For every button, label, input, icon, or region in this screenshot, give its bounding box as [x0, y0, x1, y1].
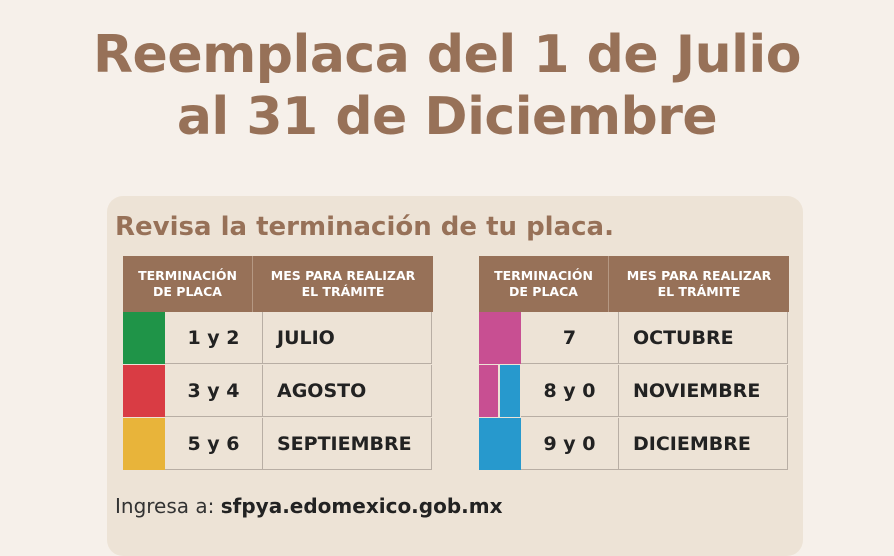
color-swatch	[500, 365, 520, 417]
plate-schedule-table-left: TERMINACIÓN DE PLACA MES PARA REALIZAR E…	[123, 256, 433, 472]
footer-prefix: Ingresa a:	[115, 494, 215, 518]
plate-digits: 5 y 6	[165, 418, 263, 470]
month-name: AGOSTO	[263, 365, 432, 417]
plate-digits: 8 y 0	[521, 365, 619, 417]
header-plate-ending: TERMINACIÓN DE PLACA	[123, 256, 252, 312]
color-swatch	[479, 312, 521, 364]
table-row: 3 y 4 AGOSTO	[123, 365, 432, 417]
header-month: MES PARA REALIZAR EL TRÁMITE	[252, 256, 433, 312]
month-name: NOVIEMBRE	[619, 365, 788, 417]
website-link[interactable]: sfpya.edomexico.gob.mx	[220, 494, 503, 518]
header-plate-ending: TERMINACIÓN DE PLACA	[479, 256, 608, 312]
plate-digits: 7	[521, 312, 619, 364]
plate-digits: 9 y 0	[521, 418, 619, 470]
month-name: JULIO	[263, 312, 432, 364]
month-name: SEPTIEMBRE	[263, 418, 432, 470]
month-name: OCTUBRE	[619, 312, 788, 364]
title-line-1: Reemplaca del 1 de Julio	[93, 25, 801, 85]
color-swatch	[123, 312, 165, 364]
website-footer: Ingresa a: sfpya.edomexico.gob.mx	[115, 494, 503, 518]
table-row: 5 y 6 SEPTIEMBRE	[123, 418, 432, 470]
plate-digits: 3 y 4	[165, 365, 263, 417]
color-swatch	[479, 365, 498, 417]
color-swatch	[479, 418, 521, 470]
plate-schedule-table-right: TERMINACIÓN DE PLACA MES PARA REALIZAR E…	[479, 256, 789, 472]
page-title: Reemplaca del 1 de Julio al 31 de Diciem…	[0, 24, 894, 148]
title-line-2: al 31 de Diciembre	[176, 87, 718, 147]
plate-digits: 1 y 2	[165, 312, 263, 364]
table-row: 8 y 0 NOVIEMBRE	[479, 365, 788, 417]
header-month: MES PARA REALIZAR EL TRÁMITE	[608, 256, 789, 312]
color-swatch	[123, 418, 165, 470]
table-row: 1 y 2 JULIO	[123, 312, 432, 364]
card-subtitle: Revisa la terminación de tu placa.	[115, 212, 614, 242]
table-row: 7 OCTUBRE	[479, 312, 788, 364]
month-name: DICIEMBRE	[619, 418, 788, 470]
table-row: 9 y 0 DICIEMBRE	[479, 418, 788, 470]
color-swatch	[123, 365, 165, 417]
